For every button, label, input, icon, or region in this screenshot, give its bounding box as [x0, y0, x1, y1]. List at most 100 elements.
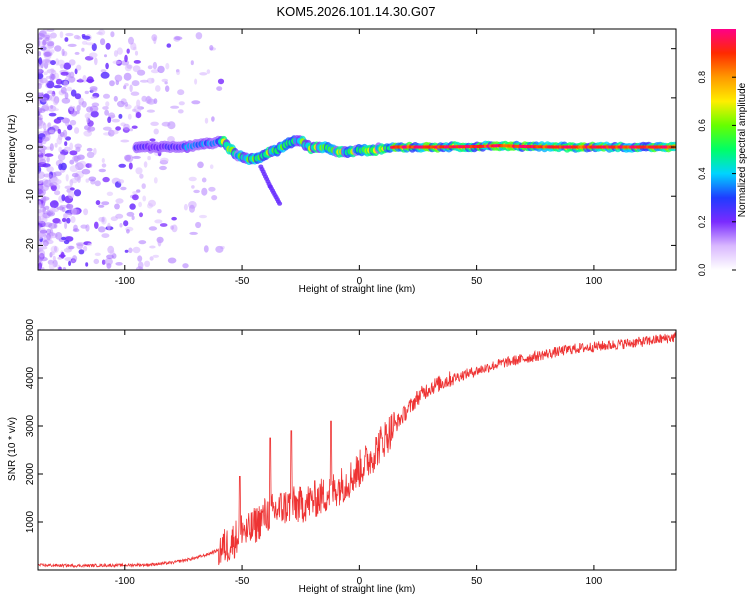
noise-speckle [40, 97, 48, 103]
noise-speckle [197, 161, 204, 169]
colorbar: 0.0 0.2 0.4 0.6 0.8 Normalized spectral ampl… [697, 29, 748, 276]
noise-speckle [46, 156, 50, 163]
noise-speckle [165, 85, 170, 92]
noise-speckle [38, 179, 43, 185]
noise-speckle [100, 71, 110, 79]
noise-speckle [120, 139, 130, 143]
noise-speckle [38, 249, 46, 258]
noise-speckle [135, 167, 143, 175]
noise-speckle [85, 178, 90, 183]
noise-speckle [69, 142, 74, 151]
noise-speckle [54, 190, 61, 196]
noise-speckle [159, 223, 168, 227]
noise-speckle [70, 178, 78, 184]
noise-speckle [85, 42, 94, 46]
noise-speckle [174, 36, 183, 41]
noise-speckle [38, 248, 43, 252]
x-tick-label: -100 [115, 276, 135, 287]
noise-speckle [129, 203, 136, 210]
noise-speckle [195, 221, 202, 229]
noise-speckle [189, 231, 198, 235]
noise-speckle [74, 93, 82, 100]
figure-title: KOM5.2026.101.14.30.G07 [276, 4, 435, 19]
noise-speckle [60, 86, 67, 94]
noise-speckle [141, 183, 146, 190]
x-tick-label: 100 [586, 276, 603, 287]
noise-speckle [54, 142, 58, 148]
noise-speckle [148, 226, 158, 231]
noise-speckle [170, 225, 174, 230]
noise-speckle [191, 100, 201, 105]
noise-speckle [106, 191, 114, 196]
noise-speckle [38, 200, 42, 209]
noise-speckle [69, 187, 75, 191]
noise-speckle [38, 210, 44, 218]
noise-speckle [134, 50, 139, 56]
noise-speckle [112, 60, 122, 65]
noise-speckle [41, 45, 51, 53]
noise-speckle [147, 155, 151, 161]
noise-speckle [131, 80, 140, 87]
noise-speckle [90, 110, 99, 118]
noise-speckle [50, 60, 56, 66]
noise-speckle [209, 45, 214, 51]
noise-speckle [109, 80, 115, 87]
noise-speckle [195, 32, 203, 40]
noise-speckle [123, 85, 127, 90]
noise-speckle [49, 207, 56, 213]
y-tick-label: 3000 [25, 414, 36, 437]
noise-speckle [72, 255, 78, 263]
noise-speckle [60, 251, 65, 259]
noise-speckle [86, 76, 94, 84]
noise-speckle [57, 59, 65, 67]
noise-speckle [115, 126, 121, 131]
colorbar-label: Normalized spectral amplitude [737, 82, 748, 217]
noise-speckle [199, 214, 207, 219]
noise-speckle [66, 86, 73, 92]
noise-speckle [61, 217, 67, 223]
noise-speckle [157, 65, 165, 74]
noise-speckle [42, 39, 46, 46]
noise-speckle [104, 109, 109, 116]
noise-speckle [58, 146, 63, 153]
snr-frame [37, 329, 677, 571]
noise-speckle [63, 212, 72, 218]
noise-speckle [109, 130, 119, 135]
noise-speckle [160, 157, 169, 164]
noise-speckle [113, 95, 118, 102]
noise-speckle [182, 263, 189, 269]
noise-speckle [70, 110, 78, 117]
noise-speckle [71, 172, 79, 178]
noise-speckle [98, 168, 107, 173]
noise-speckle [124, 101, 129, 107]
noise-speckle [58, 266, 62, 270]
snr-xlabel: Height of straight line (km) [299, 584, 416, 595]
noise-speckle [105, 101, 110, 107]
spectrogram-xlabel: Height of straight line (km) [299, 284, 416, 295]
noise-speckle [46, 166, 54, 173]
noise-speckle [78, 160, 87, 169]
noise-speckle [124, 54, 128, 63]
noise-speckle [38, 121, 46, 126]
noise-speckle [38, 51, 42, 57]
noise-speckle [55, 78, 63, 85]
snr-x-ticks: -100 -50 0 50 100 [115, 330, 603, 587]
noise-speckle [84, 90, 90, 95]
noise-speckle [102, 106, 109, 110]
spectrogram-marks [38, 29, 676, 270]
noise-speckle [39, 158, 47, 165]
noise-speckle [61, 194, 66, 202]
noise-speckle [208, 186, 216, 192]
noise-speckle [42, 221, 46, 228]
noise-speckle [139, 79, 149, 83]
noise-speckle [39, 190, 44, 194]
noise-speckle [90, 87, 98, 93]
noise-speckle [43, 71, 48, 76]
noise-speckle [155, 85, 161, 92]
noise-speckle [63, 240, 70, 245]
noise-speckle [60, 162, 67, 171]
noise-speckle [68, 245, 75, 250]
y-tick-label: 20 [25, 43, 36, 55]
noise-speckle [46, 40, 55, 47]
